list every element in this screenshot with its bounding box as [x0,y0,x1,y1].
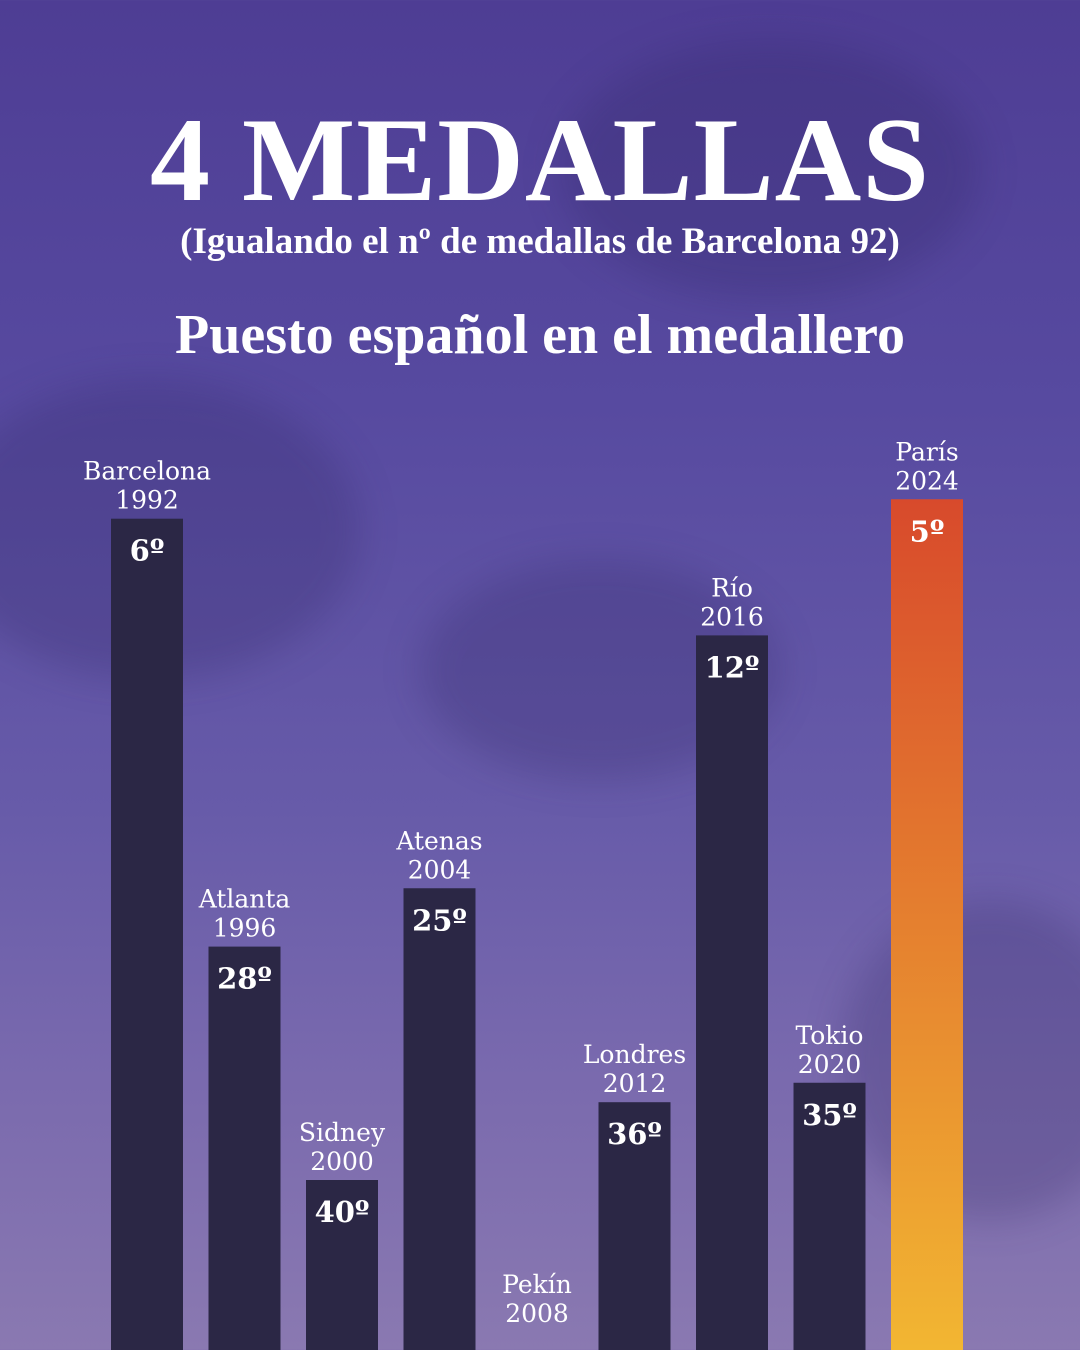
value-label-sidney: 40º [315,1195,370,1229]
headline-subtitle: (Igualando el nº de medallas de Barcelon… [180,221,900,262]
category-city-atenas: Atenas [395,826,482,855]
category-year-atlanta: 1996 [213,914,277,943]
value-label-londres: 36º [607,1117,662,1151]
category-city-atlanta: Atlanta [198,885,291,914]
value-label-tokio: 35º [802,1098,857,1132]
category-city-londres: Londres [583,1040,686,1069]
bar-tokio-2020 [793,1082,866,1350]
category-year-pekin: 2008 [505,1299,569,1328]
category-year-atenas: 2004 [408,855,472,884]
chart-section-title: Puesto español en el medallero [174,304,906,366]
category-year-sidney: 2000 [310,1147,374,1176]
category-year-londres: 2012 [603,1069,667,1098]
category-city-pekin: Pekín [502,1270,572,1299]
bar-londres-2012 [598,1102,671,1350]
bar-paris-2024 [891,499,963,1350]
bar-atlanta-1996 [208,946,281,1350]
value-label-paris: 5º [910,514,945,548]
bar-barcelona-1992 [111,518,183,1350]
bar-sidney-2000 [306,1180,378,1350]
category-city-paris: París [895,437,958,466]
value-label-rio: 12º [705,650,760,684]
category-city-rio: Río [711,573,753,602]
bar-atenas-2004 [403,888,476,1350]
category-city-sidney: Sidney [299,1118,386,1147]
category-year-tokio: 2020 [798,1050,862,1079]
category-year-paris: 2024 [895,466,959,495]
category-city-tokio: Tokio [796,1021,864,1050]
category-year-barcelona: 1992 [115,486,179,515]
value-label-atlanta: 28º [217,962,272,996]
category-year-rio: 2016 [700,602,764,631]
value-label-barcelona: 6º [130,534,165,568]
value-label-atenas: 25º [412,903,467,937]
bar-rio-2016 [696,635,768,1350]
category-city-barcelona: Barcelona [83,457,211,486]
headline-title: 4 MEDALLAS [149,93,931,226]
